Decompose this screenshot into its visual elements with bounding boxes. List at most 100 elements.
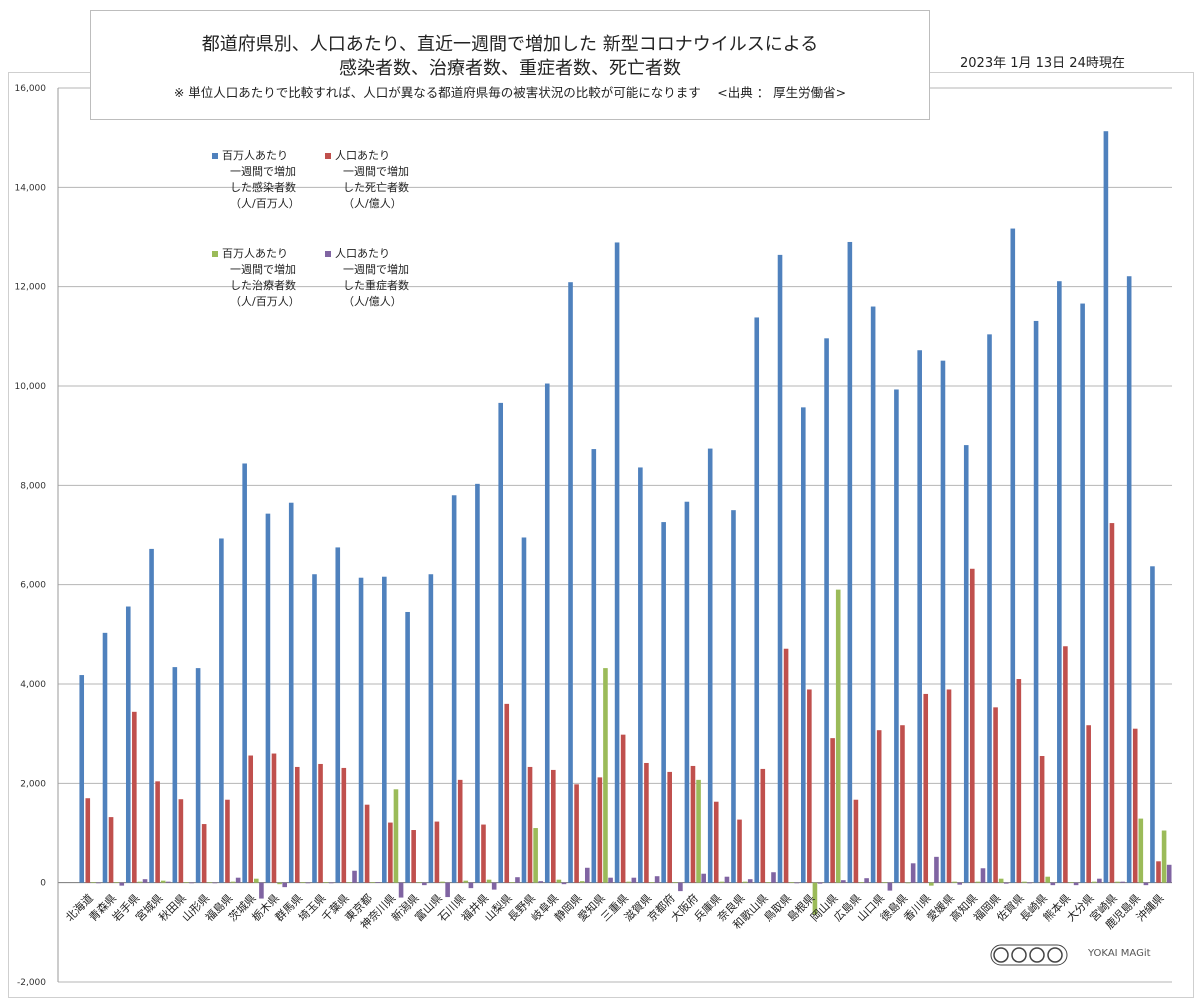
bar-treatment: [859, 882, 864, 883]
bar-infections: [79, 675, 85, 883]
bar-infections: [102, 632, 108, 883]
bar-treatment: [160, 880, 166, 883]
bar-infections: [1103, 131, 1109, 883]
bar-deaths: [294, 766, 300, 883]
bar-treatment: [510, 882, 515, 883]
bar-deaths: [411, 830, 416, 883]
bar-treatment: [719, 881, 725, 883]
bar-deaths: [527, 766, 533, 883]
bar-infections: [800, 407, 806, 883]
y-tick-label: 4,000: [20, 680, 46, 690]
bar-deaths: [434, 821, 440, 883]
bar-deaths: [574, 784, 579, 883]
bar-treatment: [626, 881, 632, 883]
bar-infections: [661, 522, 666, 883]
legend-swatch-deaths: [325, 153, 331, 159]
bar-deaths: [271, 753, 277, 883]
bar-infections: [125, 606, 131, 883]
bar-deaths: [993, 707, 998, 883]
legend-text: 百万人あたり: [222, 149, 288, 162]
bar-treatment: [789, 882, 794, 883]
legend-text: した感染者数: [230, 181, 296, 194]
bar-deaths: [364, 804, 370, 883]
bar-deaths: [597, 777, 603, 883]
bar-deaths: [132, 711, 137, 883]
legend-text: 人口あたり: [335, 149, 390, 162]
bar-treatment: [533, 828, 538, 883]
bar-infections: [963, 445, 969, 883]
bar-severe: [491, 882, 497, 890]
bar-severe: [96, 882, 101, 884]
y-tick-label: 2,000: [20, 779, 46, 789]
bar-deaths: [481, 824, 486, 883]
bar-infections: [1080, 303, 1085, 883]
bar-severe: [934, 856, 939, 883]
bar-treatment: [882, 882, 888, 883]
bar-severe: [1027, 882, 1032, 884]
chart-title-line2: 感染者数、治療者数、重症者数、死亡者数: [339, 58, 681, 79]
bar-deaths: [1156, 861, 1161, 883]
bar-deaths: [248, 755, 254, 883]
bar-infections: [172, 667, 178, 883]
bar-infections: [195, 668, 201, 883]
bar-treatment: [184, 882, 189, 883]
bar-severe: [119, 882, 125, 886]
bar-severe: [468, 882, 474, 889]
bar-infections: [591, 449, 597, 883]
bar-severe: [166, 881, 171, 883]
y-tick-label: 12,000: [15, 283, 47, 293]
bar-infections: [754, 317, 760, 883]
bar-infections: [870, 306, 876, 883]
bar-infections: [451, 495, 457, 883]
bar-severe: [282, 882, 287, 888]
bar-severe: [887, 882, 893, 891]
watermark-logo: YOKAI MAGit: [1088, 948, 1151, 959]
legend-text: した死亡者数: [343, 181, 409, 194]
bar-infections: [894, 389, 899, 883]
bar-treatment: [91, 882, 96, 883]
bar-deaths: [1039, 756, 1045, 883]
y-tick-label: 16,000: [15, 84, 47, 94]
bar-infections: [847, 241, 853, 883]
bar-deaths: [853, 799, 859, 883]
bar-treatment: [952, 881, 957, 883]
bar-treatment: [556, 879, 562, 883]
y-tick-label: 14,000: [15, 183, 47, 193]
bar-severe: [398, 882, 404, 898]
bar-severe: [957, 882, 963, 885]
bar-infections: [614, 242, 620, 883]
bar-treatment: [1161, 830, 1167, 883]
bar-deaths: [923, 693, 929, 883]
bar-deaths: [108, 817, 114, 883]
bar-severe: [561, 882, 567, 885]
bar-severe: [1120, 881, 1125, 883]
legend-text: 百万人あたり: [222, 247, 288, 260]
bar-infections: [521, 537, 527, 883]
bar-severe: [375, 882, 381, 883]
bar-infections: [428, 574, 434, 883]
bar-severe: [235, 877, 241, 883]
bar-deaths: [225, 799, 230, 883]
bar-severe: [189, 882, 194, 884]
bar-severe: [864, 878, 869, 883]
bar-treatment: [975, 881, 981, 883]
bar-severe: [678, 882, 683, 892]
bar-infections: [568, 282, 573, 883]
bar-treatment: [812, 882, 818, 915]
chart-title-line1: 都道府県別、人口あたり、直近一週間で増加した 新型コロナウイルスによる: [201, 34, 819, 55]
bar-infections: [265, 513, 271, 883]
bar-infections: [149, 548, 154, 883]
bar-treatment: [672, 882, 678, 883]
y-tick-label: 8,000: [20, 481, 46, 491]
legend-swatch-severe: [325, 251, 331, 257]
bar-infections: [707, 448, 713, 883]
bar-deaths: [830, 738, 835, 883]
bar-treatment: [137, 881, 143, 883]
bar-treatment: [230, 881, 236, 883]
bar-infections: [335, 547, 341, 883]
legend-text: （人/億人）: [343, 295, 402, 308]
bar-deaths: [341, 767, 347, 883]
legend-swatch-treatment: [212, 251, 218, 257]
bar-severe: [747, 879, 753, 883]
